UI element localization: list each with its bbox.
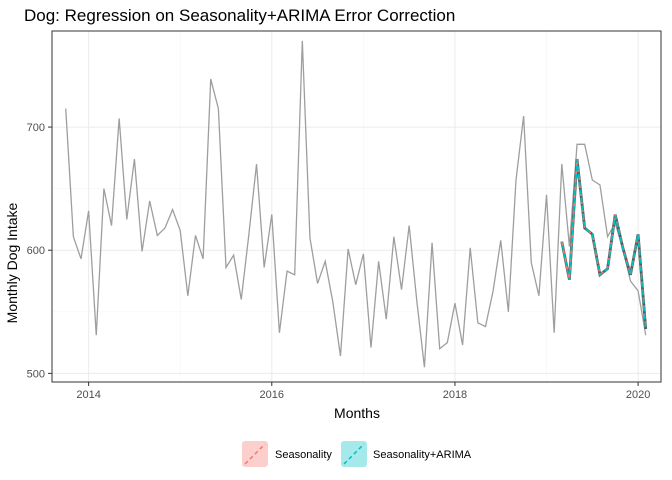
seasonality-line — [560, 158, 647, 330]
x-tick-label: 2016 — [260, 389, 284, 401]
x-tick-label: 2018 — [443, 389, 467, 401]
x-tick-label: 2020 — [626, 389, 650, 401]
x-axis-title: Months — [334, 405, 380, 421]
y-axis: 500 600 700 — [27, 122, 52, 380]
legend-key-seasonality-line — [244, 443, 266, 465]
forecast-overlay-line — [560, 158, 648, 330]
y-axis-title: Monthly Dog Intake — [4, 202, 20, 323]
actual-intake-line — [65, 40, 647, 368]
legend: Seasonality Seasonality+ARIMA — [242, 441, 472, 467]
panel-border — [51, 30, 662, 383]
x-axis: 2014 2016 2018 2020 — [76, 382, 650, 401]
legend-item-seasonality-arima: Seasonality+ARIMA — [341, 441, 472, 467]
legend-key-seasonality-arima-line — [343, 443, 365, 465]
legend-label-seasonality: Seasonality — [275, 449, 332, 461]
legend-item-seasonality: Seasonality — [242, 441, 332, 467]
legend-label-seasonality-arima: Seasonality+ARIMA — [373, 449, 472, 461]
x-tick-label: 2014 — [76, 389, 100, 401]
y-tick-label: 600 — [27, 245, 45, 257]
y-tick-label: 500 — [27, 368, 45, 380]
y-tick-label: 700 — [27, 122, 45, 134]
plot-panel — [51, 30, 662, 383]
chart-title: Dog: Regression on Seasonality+ARIMA Err… — [24, 6, 455, 25]
